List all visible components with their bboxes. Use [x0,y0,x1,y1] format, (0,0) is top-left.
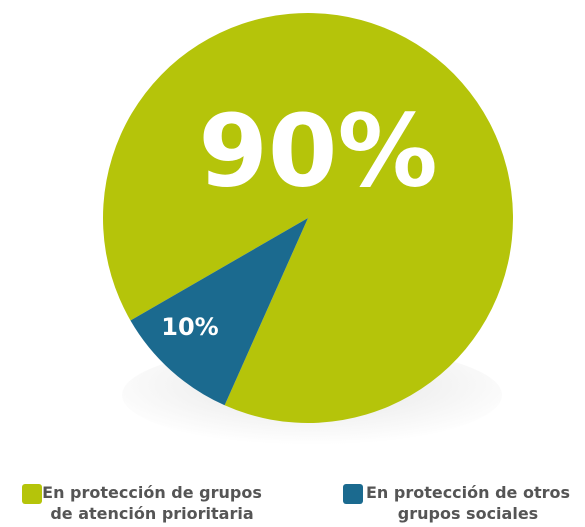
legend-item: En protección de grupos de atención prio… [22,482,262,524]
legend-label: En protección de otros grupos sociales [365,483,571,523]
data-label: 10% [161,313,218,341]
legend-swatch [343,484,363,504]
data-label: 90% [198,92,437,209]
pie-slice [130,218,308,406]
legend-swatch [22,484,42,504]
pie-slice [103,13,514,424]
chart: 90% 10% [103,13,514,445]
legend-label: En protección de grupos de atención prio… [42,483,262,523]
legend-item: En protección de otros grupos sociales [343,482,573,524]
